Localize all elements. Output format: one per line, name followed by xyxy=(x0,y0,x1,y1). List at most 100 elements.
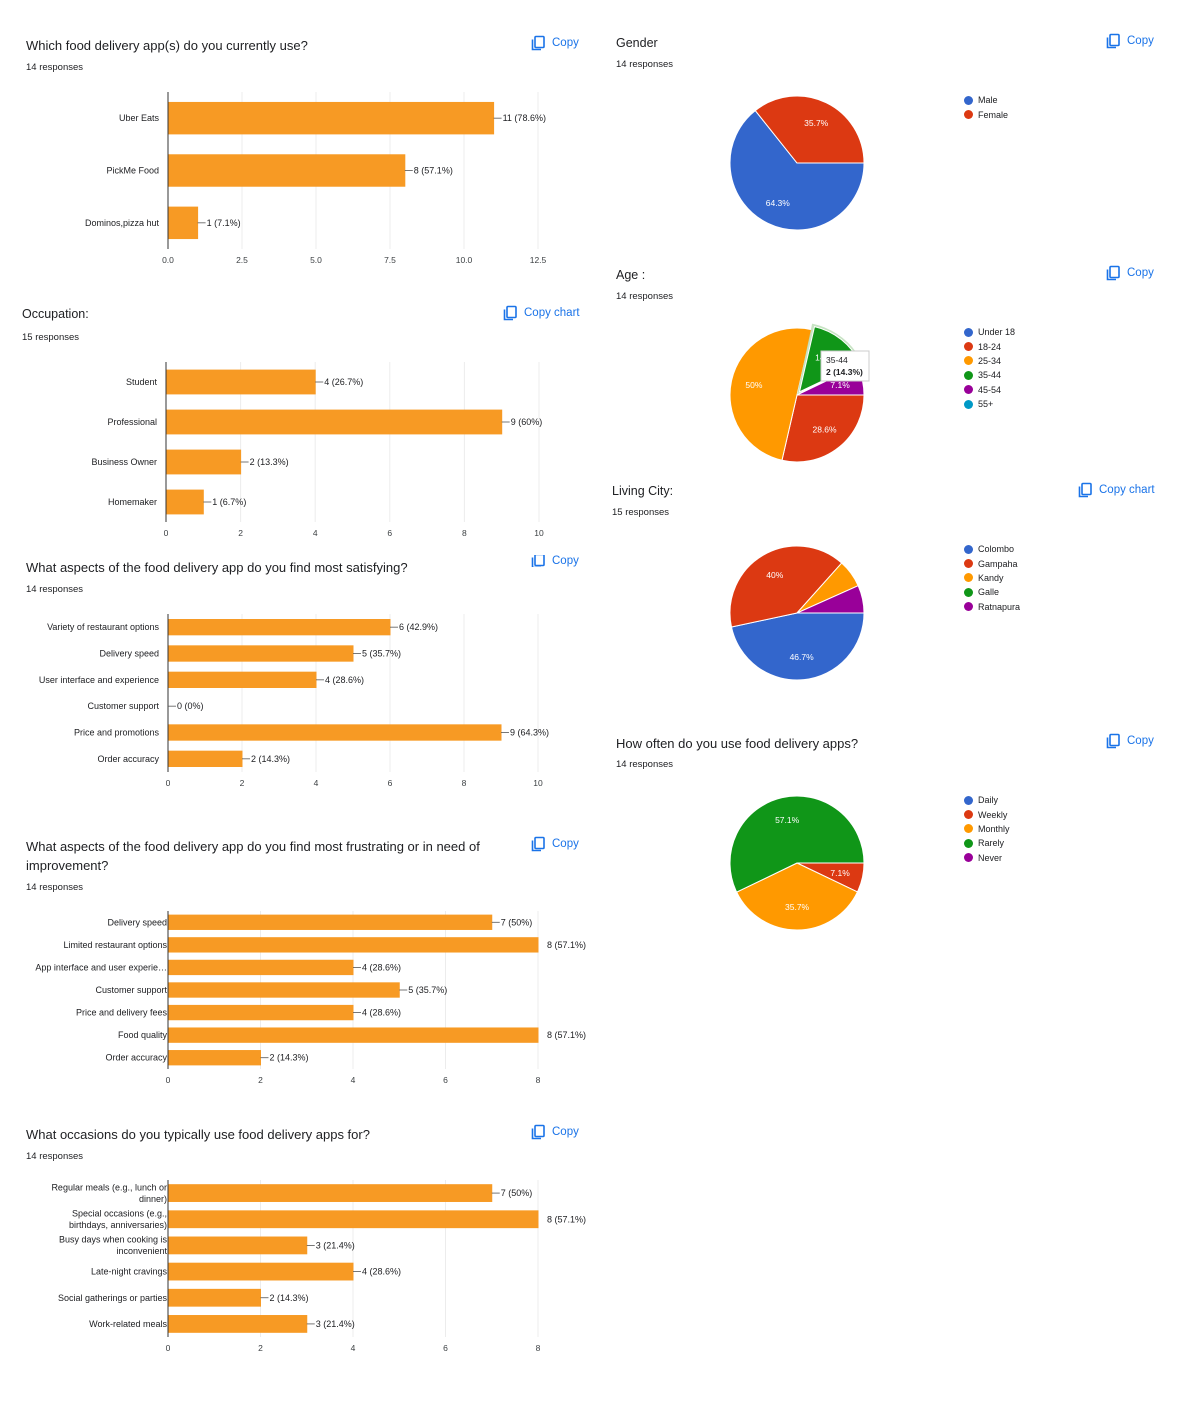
legend-swatch xyxy=(964,327,973,337)
data-label: 7 (50%) xyxy=(501,917,533,927)
legend-item: Rarely xyxy=(964,836,1010,850)
bar xyxy=(168,1004,354,1021)
category-label: PickMe Food xyxy=(106,166,159,176)
bar xyxy=(168,1210,539,1229)
bar xyxy=(168,1050,261,1066)
legend-item: Gampaha xyxy=(964,556,1020,570)
legend-label: Under 18 xyxy=(978,327,1016,338)
legend-swatch xyxy=(964,853,973,863)
gender-copy-button[interactable]: Copy xyxy=(1105,33,1154,49)
x-tick-label: 8 xyxy=(536,1343,541,1353)
pie-slice-label: 46.7% xyxy=(790,652,815,662)
data-label: 2 (13.3%) xyxy=(250,457,289,467)
frustrating-question-title: What aspects of the food delivery app do… xyxy=(26,839,480,873)
occupation-copy-chart-button[interactable]: Copy chart xyxy=(502,305,580,321)
legend-item: 25-34 xyxy=(964,354,1015,368)
legend-item: 35-44 xyxy=(964,368,1015,382)
data-label: 7 (50%) xyxy=(501,1188,533,1198)
legend-label: Gampaha xyxy=(978,558,1018,569)
legend-item: Monthly xyxy=(964,822,1010,836)
copy-label: Copy xyxy=(1127,35,1154,47)
legend-swatch xyxy=(964,838,973,848)
legend-label: Galle xyxy=(978,587,1000,598)
bar xyxy=(168,1027,539,1043)
x-tick-label: 4 xyxy=(313,528,318,538)
legend-swatch xyxy=(964,602,973,612)
frequency-pie-chart: 7.1% 35.7% 57.1% xyxy=(729,795,865,931)
legend-swatch xyxy=(964,399,973,409)
copy-label: Copy xyxy=(552,1126,579,1138)
occasions-response-count: 14 responses xyxy=(26,1151,84,1162)
pie-slice-label: 35.7% xyxy=(804,118,829,128)
bar xyxy=(168,206,199,240)
category-label: birthdays, anniversaries) xyxy=(69,1220,167,1230)
gender-legend: Male Female xyxy=(964,93,1008,122)
legend-item: Weekly xyxy=(964,807,1010,821)
city-pie-chart: 46.7% 40% xyxy=(729,545,865,681)
category-label: Order accuracy xyxy=(105,1053,167,1063)
legend-label: Male xyxy=(978,95,998,106)
category-label: Homemaker xyxy=(108,497,157,507)
x-tick-label: 0 xyxy=(164,528,169,538)
legend-item: Male xyxy=(964,93,1008,107)
legend-swatch xyxy=(964,370,973,380)
data-label: 1 (7.1%) xyxy=(207,218,241,228)
occupation-response-count: 15 responses xyxy=(22,332,80,343)
bar xyxy=(168,1236,308,1255)
category-label: User interface and experience xyxy=(39,675,159,685)
frustrating-copy-button[interactable]: Copy xyxy=(530,836,579,852)
city-copy-chart-button[interactable]: Copy chart xyxy=(1077,482,1155,498)
pie-slice xyxy=(781,394,865,463)
data-label: 4 (28.6%) xyxy=(362,1008,401,1018)
data-label: 2 (14.3%) xyxy=(270,1293,309,1303)
pie-slice xyxy=(729,795,865,893)
copy-label: Copy xyxy=(1127,735,1154,747)
bar xyxy=(166,369,316,395)
apps-question-title: Which food delivery app(s) do you curren… xyxy=(26,38,308,53)
copy-icon xyxy=(531,35,545,51)
pie-slice-label: 28.6% xyxy=(812,425,837,435)
legend-label: Kandy xyxy=(978,572,1004,583)
copy-label: Copy xyxy=(552,37,579,49)
city-question-title: Living City: xyxy=(612,484,674,498)
copy-icon xyxy=(1106,265,1120,281)
pie-slice-label: 7.1% xyxy=(830,868,850,878)
bar xyxy=(168,914,493,930)
legend-item: Female xyxy=(964,107,1008,121)
category-label: App interface and user experie… xyxy=(35,962,167,972)
x-tick-label: 10 xyxy=(534,528,544,538)
pie-slice-label: 64.3% xyxy=(766,198,791,208)
category-label: Busy days when cooking is xyxy=(59,1235,168,1245)
category-label: Professional xyxy=(107,417,157,427)
data-label: 9 (60%) xyxy=(511,417,543,427)
data-label: 3 (21.4%) xyxy=(316,1319,355,1329)
category-label: dinner) xyxy=(139,1194,167,1204)
occasions-copy-button[interactable]: Copy xyxy=(530,1124,579,1140)
satisfying-copy-button[interactable]: Copy xyxy=(530,555,579,567)
copy-label: Copy xyxy=(552,555,579,567)
legend-item: Daily xyxy=(964,793,1010,807)
legend-swatch xyxy=(964,573,973,583)
data-label: 1 (6.7%) xyxy=(212,497,246,507)
apps-copy-button[interactable]: Copy xyxy=(530,35,579,51)
apps-bar-chart: 0.0 2.5 5.0 7.5 10.0 12.5 Uber Eats 11 (78.6%) P… xyxy=(85,92,547,265)
legend-item: 45-54 xyxy=(964,383,1015,397)
copy-icon xyxy=(1106,733,1120,749)
x-tick-label: 4 xyxy=(351,1075,356,1085)
x-tick-label: 5.0 xyxy=(310,255,322,265)
bar xyxy=(168,645,354,662)
age-copy-button[interactable]: Copy xyxy=(1105,265,1154,281)
bar xyxy=(168,101,495,135)
frequency-copy-button[interactable]: Copy xyxy=(1105,733,1154,749)
x-tick-label: 6 xyxy=(388,778,393,788)
data-label: 8 (57.1%) xyxy=(547,940,586,950)
copy-icon xyxy=(531,836,545,852)
bar xyxy=(168,1315,308,1333)
x-tick-label: 0 xyxy=(166,778,171,788)
legend-swatch xyxy=(964,810,973,820)
data-label: 9 (64.3%) xyxy=(510,728,549,738)
legend-swatch xyxy=(964,587,973,597)
category-label: Social gatherings or parties xyxy=(58,1293,168,1303)
category-label: Student xyxy=(126,377,158,387)
bar xyxy=(168,1262,354,1281)
